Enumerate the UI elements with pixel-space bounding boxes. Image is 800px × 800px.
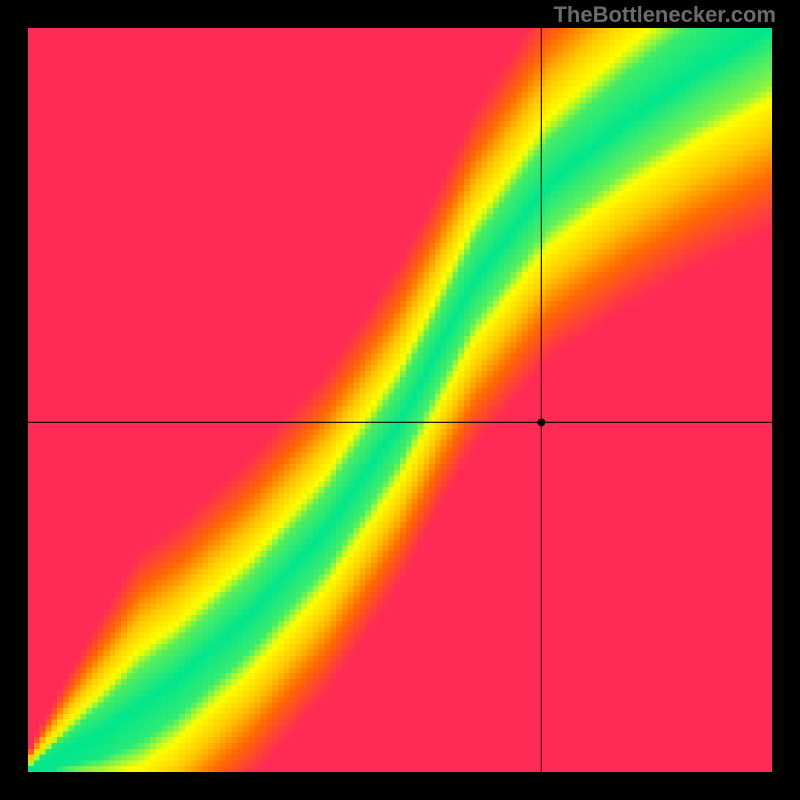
chart-container: TheBottlenecker.com: [0, 0, 800, 800]
bottleneck-field-canvas: [28, 28, 772, 772]
watermark-text: TheBottlenecker.com: [553, 2, 776, 28]
